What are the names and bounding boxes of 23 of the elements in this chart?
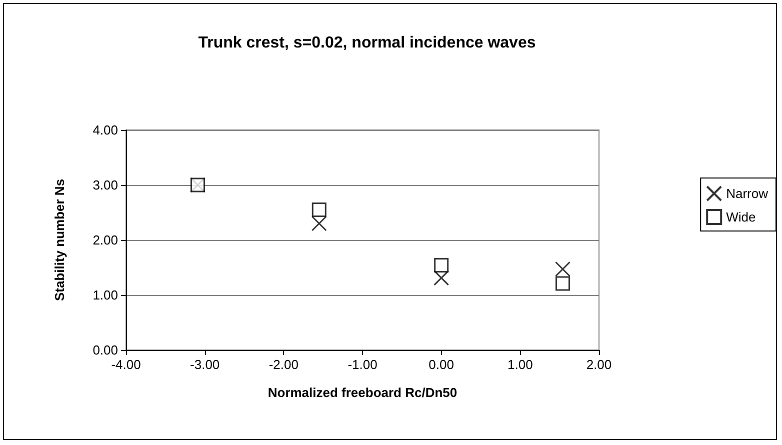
point — [311, 216, 327, 232]
x-tick-label: 1.00 — [508, 357, 533, 372]
point — [434, 258, 449, 273]
x-axis-title: Normalized freeboard Rc/Dn50 — [268, 385, 458, 400]
x-tick-label: -2.00 — [268, 357, 298, 372]
y-tick-label: 2.00 — [92, 232, 118, 248]
legend-label: Wide — [726, 210, 756, 224]
y-tick-label: 1.00 — [92, 288, 118, 302]
point — [312, 202, 326, 217]
y-tick-label: 4.00 — [92, 122, 118, 138]
x-tick-label: -3.00 — [190, 357, 220, 372]
y-tick-label: 0.00 — [92, 342, 118, 358]
x-tick-label: -4.00 — [111, 357, 141, 372]
x-tick-label: 2.00 — [586, 357, 612, 372]
x-tick-label: -1.00 — [348, 357, 378, 372]
legend-label: Narrow — [726, 186, 769, 201]
point — [555, 276, 570, 291]
y-tick-label: 3.00 — [92, 178, 118, 192]
chart-title: Trunk crest, s=0.02, normal incidence waves — [198, 34, 536, 52]
point — [554, 261, 570, 277]
x-tick-label: 0.00 — [428, 357, 454, 372]
y-axis-title: Stability number Ns — [52, 178, 67, 302]
point — [434, 270, 450, 286]
